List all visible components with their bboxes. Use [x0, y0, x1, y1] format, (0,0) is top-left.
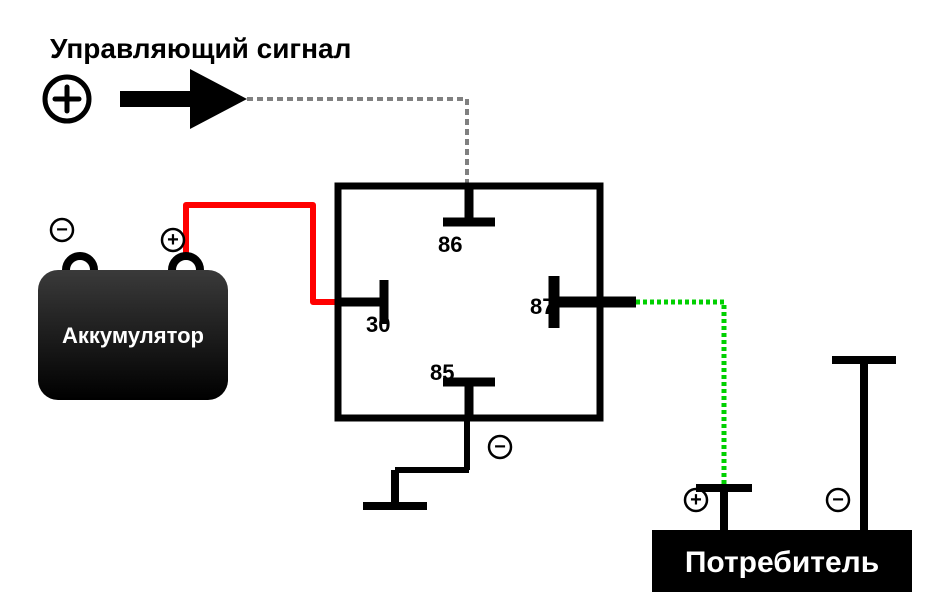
svg-text:+: + [167, 229, 179, 251]
svg-text:30: 30 [366, 312, 390, 337]
svg-text:−: − [494, 436, 506, 458]
consumer-label: Потребитель [685, 546, 879, 579]
svg-text:86: 86 [438, 232, 462, 257]
svg-text:87: 87 [530, 294, 554, 319]
svg-text:−: − [56, 219, 68, 241]
battery-label: Аккумулятор [62, 323, 204, 348]
title-label: Управляющий сигнал [50, 33, 351, 64]
svg-text:−: − [832, 489, 844, 511]
svg-text:85: 85 [430, 360, 454, 385]
svg-text:+: + [690, 489, 702, 511]
